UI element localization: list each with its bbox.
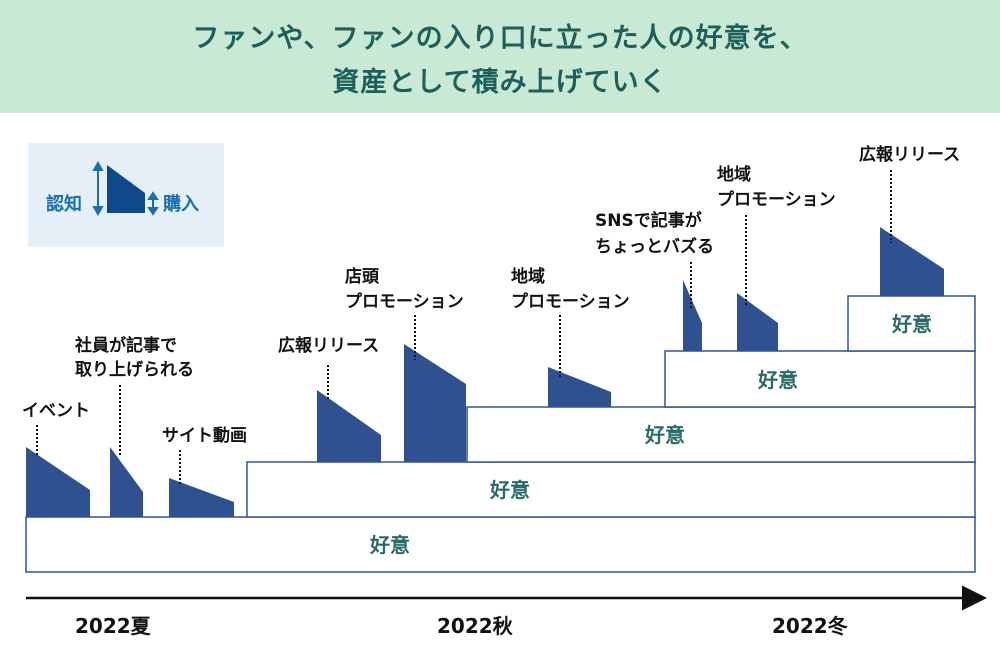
event-shape-8 bbox=[737, 293, 778, 351]
goodwill-label-4: 好意 bbox=[757, 368, 798, 392]
event-label-7a: SNSで記事が bbox=[595, 210, 702, 231]
event-label-2b: 取り上げられる bbox=[75, 360, 194, 380]
event-label-8b: プロモーション bbox=[717, 189, 836, 210]
legend-shape bbox=[107, 165, 145, 213]
goodwill-layer-2 bbox=[246, 461, 976, 518]
event-shape-2 bbox=[110, 447, 143, 517]
event-label-3: サイト動画 bbox=[162, 425, 247, 446]
awareness-arrow-icon bbox=[92, 160, 104, 217]
event-label-6a: 地域 bbox=[511, 266, 545, 287]
legend-purchase-label: 購入 bbox=[162, 193, 199, 215]
event-label-4: 広報リリース bbox=[278, 335, 379, 356]
event-label-9: 広報リリース bbox=[859, 144, 960, 165]
event-label-1: イベント bbox=[22, 401, 90, 421]
event-shape-9 bbox=[880, 227, 944, 296]
title-line-2: 資産として積み上げていく bbox=[332, 67, 668, 98]
goodwill-layer-3 bbox=[466, 406, 976, 463]
event-label-6b: プロモーション bbox=[511, 291, 630, 312]
season-summer: 2022夏 bbox=[75, 614, 152, 638]
event-shape-3 bbox=[169, 478, 234, 517]
event-label-5a: 店頭 bbox=[345, 266, 380, 287]
goodwill-layer-1 bbox=[25, 516, 976, 573]
event-shape-5 bbox=[404, 344, 466, 462]
purchase-arrow-icon bbox=[147, 191, 159, 216]
event-label-2a: 社員が記事で bbox=[74, 335, 177, 356]
event-shape-6 bbox=[548, 367, 611, 407]
season-winter: 2022冬 bbox=[772, 614, 848, 638]
legend: 認知 購入 bbox=[28, 143, 224, 247]
event-label-5b: プロモーション bbox=[345, 291, 464, 312]
event-label-7b: ちょっとバズる bbox=[595, 236, 714, 257]
legend-awareness-label: 認知 bbox=[46, 193, 82, 215]
event-shape-1 bbox=[26, 447, 90, 517]
goodwill-label-3: 好意 bbox=[644, 423, 685, 447]
goodwill-label-2: 好意 bbox=[489, 478, 530, 502]
event-shape-7 bbox=[683, 280, 702, 351]
title-line-1: ファンや、ファンの入り口に立った人の好意を、 bbox=[192, 23, 808, 54]
goodwill-label-5: 好意 bbox=[891, 312, 932, 336]
event-shape-4 bbox=[317, 390, 381, 462]
goodwill-layer-5 bbox=[847, 295, 976, 352]
event-label-8a: 地域 bbox=[717, 164, 751, 185]
goodwill-layer-4 bbox=[664, 350, 976, 408]
header-banner: ファンや、ファンの入り口に立った人の好意を、 資産として積み上げていく bbox=[0, 0, 1000, 113]
goodwill-label-1: 好意 bbox=[369, 533, 410, 557]
season-autumn: 2022秋 bbox=[437, 614, 514, 638]
